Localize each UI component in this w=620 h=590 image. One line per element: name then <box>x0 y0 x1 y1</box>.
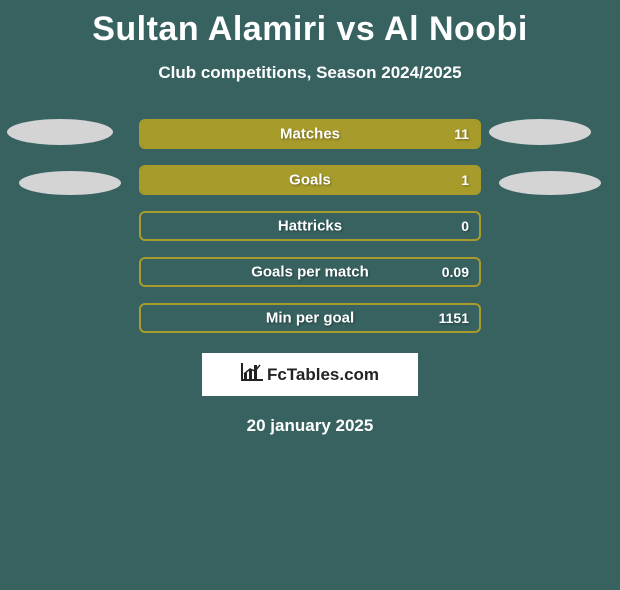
stat-bar-label: Matches <box>280 126 340 143</box>
stat-bar: Matches 11 <box>139 119 481 149</box>
stat-bar-value: 1151 <box>439 310 469 326</box>
stat-bar: Goals 1 <box>139 165 481 195</box>
player-left-ellipse-2 <box>19 171 121 195</box>
player-right-ellipse-1 <box>489 119 591 145</box>
stat-bar: Hattricks 0 <box>139 211 481 241</box>
stats-area: Matches 11 Goals 1 Hattricks 0 Goals per match… <box>0 119 620 333</box>
stat-bar: Min per goal 1151 <box>139 303 481 333</box>
stat-bar-value: 11 <box>454 126 469 142</box>
stat-bar-value: 1 <box>461 172 469 188</box>
logo-text: FcTables.com <box>267 365 379 385</box>
stat-bar-label: Goals <box>289 172 331 189</box>
logo-box: FcTables.com <box>202 353 418 396</box>
stat-bar-label: Hattricks <box>278 218 342 235</box>
stat-bar: Goals per match 0.09 <box>139 257 481 287</box>
stat-bar-label: Goals per match <box>251 264 369 281</box>
player-right-ellipse-2 <box>499 171 601 195</box>
bars-container: Matches 11 Goals 1 Hattricks 0 Goals per match… <box>139 119 481 333</box>
stat-bar-label: Min per goal <box>266 310 354 327</box>
chart-icon <box>241 363 263 386</box>
subtitle: Club competitions, Season 2024/2025 <box>0 63 620 83</box>
player-left-ellipse-1 <box>7 119 113 145</box>
date-text: 20 january 2025 <box>0 416 620 436</box>
stat-bar-value: 0 <box>461 218 469 234</box>
stat-bar-value: 0.09 <box>442 264 469 280</box>
page-title: Sultan Alamiri vs Al Noobi <box>0 10 620 49</box>
